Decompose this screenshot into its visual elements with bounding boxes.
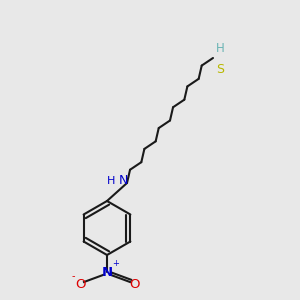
Text: -: - xyxy=(71,271,75,281)
Text: +: + xyxy=(112,259,119,268)
Text: O: O xyxy=(75,278,85,292)
Text: N: N xyxy=(101,266,112,278)
Text: H: H xyxy=(106,176,115,186)
Text: O: O xyxy=(129,278,139,292)
Text: N: N xyxy=(118,175,128,188)
Text: H: H xyxy=(216,42,225,55)
Text: S: S xyxy=(216,63,224,76)
